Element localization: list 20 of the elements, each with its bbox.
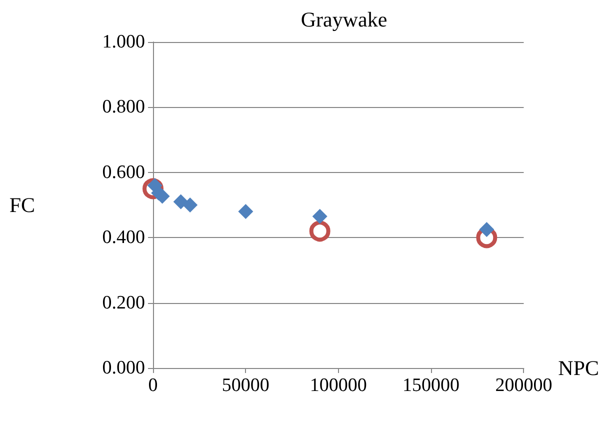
x-axis-title: NPC [558, 356, 600, 380]
x-tick-label: 150000 [402, 375, 460, 396]
point [182, 198, 198, 212]
x-tick-label: 50000 [222, 375, 270, 396]
y-tick-label: 0.400 [102, 227, 145, 248]
y-tick-label: 0.800 [102, 96, 145, 118]
y-tick-label: 0.200 [102, 292, 145, 314]
x-tick-label: 200000 [495, 375, 552, 396]
point [309, 220, 330, 242]
y-tick-label: 0.000 [102, 358, 145, 378]
chart-title: Graywake [300, 8, 388, 32]
point [238, 204, 254, 220]
point [312, 208, 328, 224]
y-tick-label: 1.000 [102, 32, 145, 52]
point [479, 222, 494, 237]
x-tick-label: 100000 [310, 375, 367, 396]
y-tick-label: 0.600 [102, 162, 145, 183]
x-tick-label: 0 [148, 375, 158, 396]
point [173, 194, 188, 210]
y-axis-title: FC [9, 193, 35, 217]
